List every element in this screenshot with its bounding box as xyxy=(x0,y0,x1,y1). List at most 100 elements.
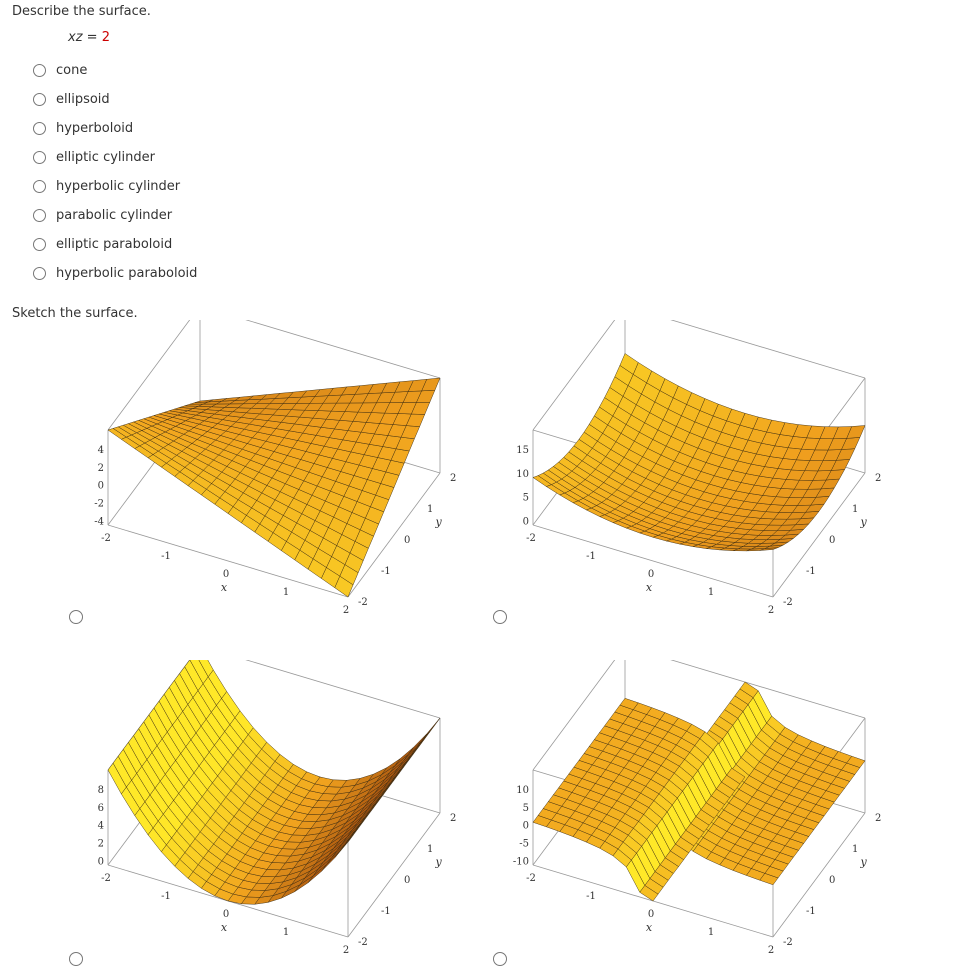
y-tick-label: 0 xyxy=(829,535,835,546)
y-tick-label: 0 xyxy=(404,875,410,886)
surface-patch xyxy=(408,733,427,755)
surface-mesh xyxy=(107,660,441,905)
y-tick-label: -1 xyxy=(806,906,816,917)
x-axis-label: x xyxy=(646,921,653,934)
x-tick-label: -2 xyxy=(526,533,536,544)
z-tick-label: 5 xyxy=(523,803,529,814)
surface-patch xyxy=(619,698,639,710)
z-tick-label: 0 xyxy=(523,821,529,832)
x-tick-label: 0 xyxy=(648,569,654,580)
option-ellipsoid[interactable]: ellipsoid xyxy=(33,85,197,114)
equation: xz = 2 xyxy=(68,30,110,45)
z-tick-label: 0 xyxy=(523,516,529,527)
y-tick-label: -1 xyxy=(381,566,391,577)
y-tick-label: 2 xyxy=(875,473,881,484)
option-hyperbolic-cylinder[interactable]: hyperbolic cylinder xyxy=(33,172,197,201)
z-tick-label: 15 xyxy=(516,445,529,456)
z-tick-label: 4 xyxy=(98,445,104,456)
surface-options: cone ellipsoid hyperboloid elliptic cyli… xyxy=(33,56,197,288)
x-tick-label: 2 xyxy=(768,605,774,616)
z-tick-label: -2 xyxy=(94,498,104,509)
z-tick-label: 0 xyxy=(98,856,104,867)
z-tick-label: 0 xyxy=(98,481,104,492)
option-parabolic-cylinder[interactable]: parabolic cylinder xyxy=(33,201,197,230)
equation-lhs: xz xyxy=(68,30,83,45)
y-tick-label: 1 xyxy=(852,504,858,515)
radio-button[interactable] xyxy=(33,151,46,164)
plot-2-radio[interactable] xyxy=(493,610,507,624)
x-tick-label: 0 xyxy=(223,909,229,920)
option-label: parabolic cylinder xyxy=(56,208,173,223)
surface-plot-1: -2 -1 0 1 2 -2 -1 0 1 2 4 2 0 -2 -4 x y xyxy=(80,320,480,630)
sketch-title: Sketch the surface. xyxy=(12,306,138,321)
y-axis-label: y xyxy=(860,516,868,529)
y-axis-label: y xyxy=(435,516,443,529)
radio-button[interactable] xyxy=(33,122,46,135)
y-tick-label: 2 xyxy=(450,473,456,484)
radio-button[interactable] xyxy=(33,238,46,251)
x-tick-label: 2 xyxy=(343,945,349,956)
option-elliptic-cylinder[interactable]: elliptic cylinder xyxy=(33,143,197,172)
surface-plot-2: -2 -1 0 1 2 -2 -1 0 1 2 15 10 5 0 x y xyxy=(505,320,905,630)
y-tick-label: 0 xyxy=(404,535,410,546)
radio-button[interactable] xyxy=(33,180,46,193)
y-tick-label: 1 xyxy=(852,844,858,855)
y-axis-label: y xyxy=(860,856,868,869)
option-label: elliptic cylinder xyxy=(56,150,155,165)
y-tick-label: -2 xyxy=(783,937,793,948)
plot-3-radio[interactable] xyxy=(69,952,83,966)
y-tick-label: 2 xyxy=(450,813,456,824)
x-axis-label: x xyxy=(646,581,653,594)
radio-button[interactable] xyxy=(33,267,46,280)
option-hyperbolic-paraboloid[interactable]: hyperbolic paraboloid xyxy=(33,259,197,288)
x-tick-label: 1 xyxy=(708,587,714,598)
x-tick-label: -1 xyxy=(586,551,596,562)
surface-mesh xyxy=(532,681,866,902)
surface-mesh xyxy=(532,353,866,552)
x-tick-label: -1 xyxy=(586,891,596,902)
y-tick-label: 1 xyxy=(427,844,433,855)
x-tick-label: 2 xyxy=(768,945,774,956)
option-elliptic-paraboloid[interactable]: elliptic paraboloid xyxy=(33,230,197,259)
option-label: cone xyxy=(56,63,88,78)
plot-4-radio[interactable] xyxy=(493,952,507,966)
x-tick-label: -1 xyxy=(161,551,171,562)
x-axis-label: x xyxy=(221,581,228,594)
z-tick-label: 2 xyxy=(98,838,104,849)
equation-value: 2 xyxy=(101,30,110,45)
radio-button[interactable] xyxy=(33,93,46,106)
x-tick-label: 0 xyxy=(223,569,229,580)
z-tick-label: 8 xyxy=(98,785,104,796)
surface-mesh xyxy=(107,377,441,598)
plot-1-radio[interactable] xyxy=(69,610,83,624)
surface-patch xyxy=(739,681,759,698)
z-tick-label: 10 xyxy=(516,785,529,796)
question-title: Describe the surface. xyxy=(12,4,151,19)
radio-button[interactable] xyxy=(33,209,46,222)
option-label: hyperbolic paraboloid xyxy=(56,266,198,281)
axis-ticks: -2 -1 0 1 2 -2 -1 0 1 2 4 2 0 -2 -4 x y xyxy=(94,445,456,616)
x-axis-label: x xyxy=(221,921,228,934)
z-tick-label: 4 xyxy=(98,821,104,832)
y-tick-label: 1 xyxy=(427,504,433,515)
option-hyperboloid[interactable]: hyperboloid xyxy=(33,114,197,143)
option-label: elliptic paraboloid xyxy=(56,237,173,252)
z-tick-label: 2 xyxy=(98,463,104,474)
y-tick-label: -1 xyxy=(806,566,816,577)
z-tick-label: -4 xyxy=(94,516,104,527)
x-tick-label: 2 xyxy=(343,605,349,616)
y-tick-label: -2 xyxy=(358,937,368,948)
option-cone[interactable]: cone xyxy=(33,56,197,85)
x-tick-label: -2 xyxy=(526,873,536,884)
z-tick-label: 5 xyxy=(523,493,529,504)
x-tick-label: -2 xyxy=(101,873,111,884)
y-tick-label: -2 xyxy=(783,597,793,608)
z-tick-label: -5 xyxy=(519,838,529,849)
surface-patch xyxy=(194,399,214,403)
option-label: hyperbolic cylinder xyxy=(56,179,181,194)
radio-button[interactable] xyxy=(33,64,46,77)
